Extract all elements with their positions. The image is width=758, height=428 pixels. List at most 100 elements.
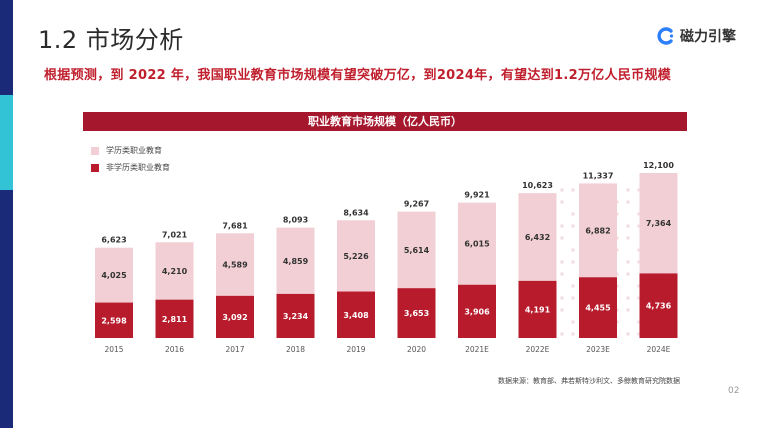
bar-degree-2016: [155, 242, 194, 300]
legend-item-non-degree: 非学历类职业教育: [91, 162, 170, 173]
decorative-dot: [560, 188, 564, 192]
bar-non-degree-2022E: [518, 280, 557, 338]
x-tick-label-2018: 2018: [286, 345, 305, 354]
decorative-dot: [571, 284, 575, 288]
value-label-degree-2023E: 6,882: [585, 226, 610, 235]
decorative-dot: [571, 212, 575, 216]
legend-swatch-non-degree: [91, 163, 99, 172]
decorative-dot: [560, 224, 564, 228]
decorative-dot: [626, 296, 630, 300]
page-number: 02: [728, 386, 740, 396]
value-label-non-degree-2015: 2,598: [101, 316, 127, 325]
bars-group: 2,598 4,025 6,623 2015 2,811 4,210 7,021 2016 3,…: [95, 161, 678, 354]
value-label-degree-2017: 4,589: [222, 261, 248, 270]
x-tick-label-2023E: 2023E: [586, 345, 610, 354]
brand-name: 磁力引擎: [680, 29, 736, 45]
chart-legend: 学历类职业教育 非学历类职业教育: [91, 145, 170, 179]
value-label-non-degree-2017: 3,092: [222, 313, 247, 322]
total-label-2024E: 12,100: [643, 161, 674, 170]
decorative-dot: [626, 188, 630, 192]
bar-degree-2015: [95, 247, 133, 303]
bar-degree-2020: [397, 211, 436, 289]
x-tick-label-2019: 2019: [346, 345, 365, 354]
accent-bar-navy-bottom: [0, 190, 13, 428]
bar-non-degree-2015: [95, 302, 133, 338]
value-label-degree-2024E: 7,364: [646, 219, 672, 228]
legend-label-degree: 学历类职业教育: [106, 146, 162, 155]
stacked-bar-chart: 2,598 4,025 6,623 2015 2,811 4,210 7,021 2016 3,…: [95, 161, 678, 354]
decorative-dot: [560, 236, 564, 240]
bar-non-degree-2024E: [639, 273, 678, 338]
magnet-c-logo-icon: [657, 27, 674, 45]
bar-degree-2019: [337, 220, 375, 292]
decorative-dot: [571, 188, 575, 192]
bar-degree-2023E: [579, 183, 617, 278]
value-label-non-degree-2019: 3,408: [343, 311, 369, 320]
value-label-non-degree-2020: 3,653: [404, 309, 429, 318]
total-label-2020: 9,267: [404, 200, 429, 209]
x-tick-label-2024E: 2024E: [647, 345, 671, 354]
bar-non-degree-2019: [337, 291, 375, 338]
decorative-dot: [560, 272, 564, 276]
value-label-non-degree-2018: 3,234: [283, 312, 309, 321]
decorative-dot: [626, 308, 630, 312]
total-label-2023E: 11,337: [583, 171, 614, 180]
total-label-2019: 8,634: [343, 208, 369, 217]
total-label-2021E: 9,921: [464, 191, 490, 200]
decorative-dot: [571, 332, 575, 336]
x-tick-label-2020: 2020: [407, 345, 426, 354]
total-label-2015: 6,623: [101, 236, 126, 245]
value-label-non-degree-2024E: 4,736: [646, 302, 672, 311]
accent-bar-cyan: [0, 95, 13, 190]
decorative-dot: [571, 320, 575, 324]
decorative-dot: [571, 224, 575, 228]
bar-non-degree-2018: [276, 293, 315, 338]
chart-panel: 职业教育市场规模（亿人民币） 学历类职业教育 非学历类职业教育 2,598 4,0…: [83, 112, 687, 392]
value-label-non-degree-2023E: 4,455: [585, 304, 611, 313]
bar-degree-2018: [276, 227, 315, 294]
legend-label-non-degree: 非学历类职业教育: [106, 163, 170, 172]
decorative-dot: [626, 260, 630, 264]
bar-degree-2022E: [518, 193, 557, 281]
decorative-dot: [626, 236, 630, 240]
decorative-dot: [626, 272, 630, 276]
x-tick-label-2015: 2015: [104, 345, 123, 354]
bar-non-degree-2017: [216, 295, 254, 338]
x-tick-label-2021E: 2021E: [465, 345, 489, 354]
x-tick-label-2022E: 2022E: [526, 345, 550, 354]
total-label-2018: 8,093: [283, 216, 308, 225]
decorative-dot: [571, 296, 575, 300]
decorative-dot: [626, 200, 630, 204]
total-label-2022E: 10,623: [522, 181, 553, 190]
x-tick-label-2017: 2017: [225, 345, 244, 354]
bar-degree-2024E: [639, 173, 678, 274]
decorative-dot: [626, 332, 630, 336]
decorative-dot: [560, 296, 564, 300]
chart-title: 职业教育市场规模（亿人民币）: [83, 112, 687, 131]
bar-non-degree-2020: [397, 288, 436, 338]
bar-degree-2017: [216, 233, 254, 296]
slide-subtitle: 根据预测，到 2022 年，我国职业教育市场规模有望突破万亿，到2024年，有望…: [44, 68, 672, 83]
decorative-dot: [560, 332, 564, 336]
value-label-degree-2022E: 6,432: [525, 233, 550, 242]
x-tick-label-2016: 2016: [165, 345, 184, 354]
bar-degree-2021E: [458, 202, 496, 285]
value-label-degree-2015: 4,025: [101, 271, 127, 280]
slide-title: 1.2 市场分析: [38, 26, 184, 54]
bar-non-degree-2016: [155, 299, 194, 338]
decorative-dot: [560, 308, 564, 312]
bar-non-degree-2021E: [458, 284, 496, 338]
value-label-degree-2018: 4,859: [283, 257, 309, 266]
value-label-non-degree-2022E: 4,191: [525, 305, 551, 314]
value-label-degree-2021E: 6,015: [464, 240, 490, 249]
source-note: 数据来源：教育部、弗若斯特沙利文、多鲸教育研究院数据: [498, 377, 680, 385]
decorative-dot: [626, 224, 630, 228]
legend-swatch-degree: [91, 146, 99, 155]
value-label-non-degree-2021E: 3,906: [464, 307, 490, 316]
value-label-degree-2020: 5,614: [404, 246, 430, 255]
value-label-degree-2019: 5,226: [343, 252, 369, 261]
accent-bar-navy-top: [0, 0, 13, 95]
decorative-dot: [571, 248, 575, 252]
value-label-degree-2016: 4,210: [162, 267, 188, 276]
value-label-non-degree-2016: 2,811: [162, 315, 188, 324]
